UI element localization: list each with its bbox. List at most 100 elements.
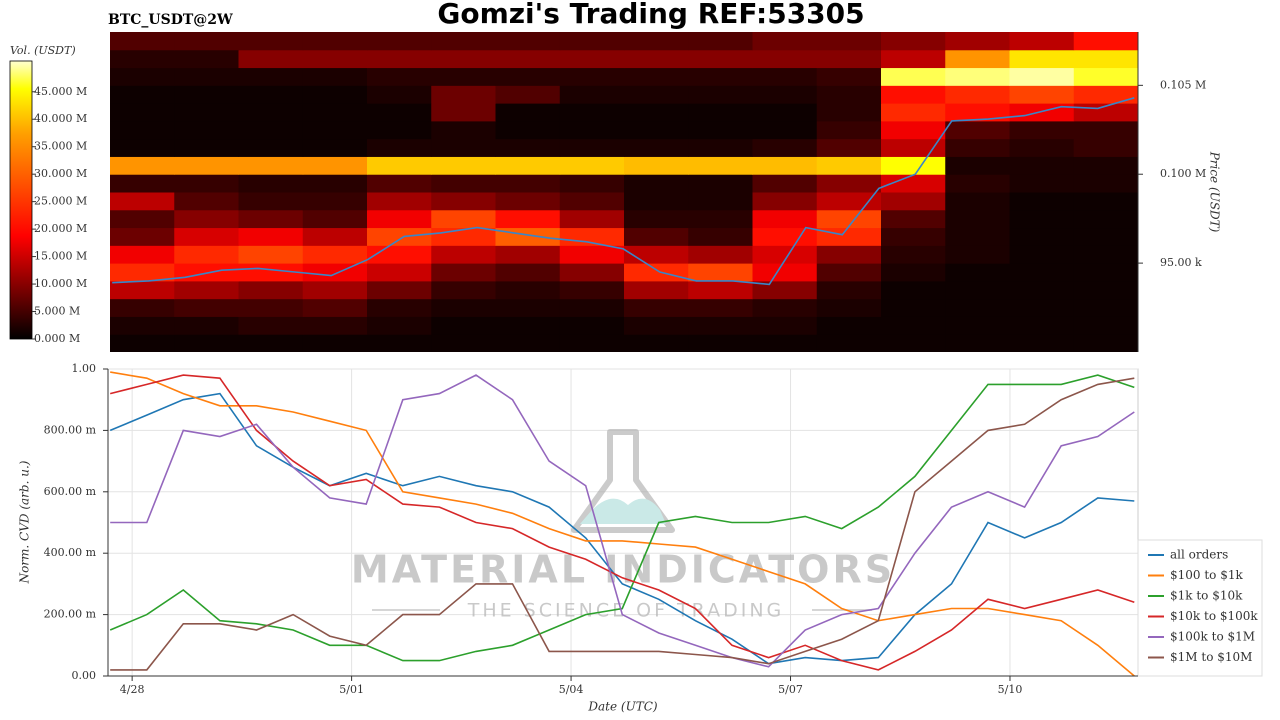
heat-cell bbox=[367, 209, 432, 229]
heat-cell bbox=[1073, 280, 1138, 300]
heat-cell bbox=[367, 85, 432, 104]
heat-cell bbox=[559, 334, 625, 352]
colorbar-tick-label: 15.000 M bbox=[34, 250, 87, 263]
legend-label: $100k to $1M bbox=[1170, 630, 1255, 644]
heat-cell bbox=[495, 120, 561, 140]
heat-cell bbox=[302, 120, 368, 140]
heat-cell bbox=[1073, 192, 1138, 211]
price-line bbox=[112, 97, 1135, 286]
heat-cell bbox=[945, 280, 1010, 300]
legend-label: $1M to $10M bbox=[1170, 650, 1252, 664]
heat-cell bbox=[559, 280, 625, 300]
heat-cell bbox=[238, 103, 304, 122]
heat-cell bbox=[495, 103, 561, 122]
heat-cell bbox=[816, 334, 882, 352]
heat-cell bbox=[881, 209, 946, 229]
heat-cell bbox=[174, 209, 239, 229]
heat-cell bbox=[752, 67, 818, 86]
heat-cell bbox=[945, 245, 1010, 264]
heat-cell bbox=[559, 32, 625, 51]
heat-cell bbox=[110, 227, 175, 246]
heat-cell bbox=[624, 174, 689, 193]
heat-cell bbox=[1009, 192, 1075, 211]
x-tick-label: 5/10 bbox=[998, 683, 1023, 696]
heat-cell bbox=[174, 32, 239, 51]
watermark bbox=[372, 429, 872, 611]
heat-cell bbox=[110, 316, 175, 335]
heat-cell bbox=[752, 32, 818, 51]
heat-cell bbox=[238, 280, 304, 300]
page-title: Gomzi's Trading REF:53305 bbox=[437, 0, 864, 30]
heat-cell bbox=[174, 120, 239, 140]
heat-cell bbox=[110, 138, 175, 157]
heat-cell bbox=[302, 32, 368, 51]
heat-cell bbox=[302, 138, 368, 157]
heat-cell bbox=[1009, 280, 1075, 300]
heat-cell bbox=[945, 49, 1010, 69]
heat-cell bbox=[688, 103, 753, 122]
heat-cell bbox=[559, 67, 625, 86]
heat-cell bbox=[495, 32, 561, 51]
heat-cell bbox=[238, 192, 304, 211]
heat-cell bbox=[495, 49, 561, 69]
price-tick-label: 0.105 M bbox=[1160, 78, 1206, 91]
heat-cell bbox=[624, 156, 689, 175]
heat-cell bbox=[174, 85, 239, 104]
heat-cell bbox=[174, 334, 239, 352]
heat-cell bbox=[495, 227, 561, 246]
heat-cell bbox=[110, 209, 175, 229]
heat-cell bbox=[110, 120, 175, 140]
heat-cell bbox=[559, 209, 625, 229]
heat-cell bbox=[431, 209, 496, 229]
heat-cell bbox=[1009, 138, 1075, 157]
heat-cell bbox=[367, 49, 432, 69]
heat-cell bbox=[559, 85, 625, 104]
heat-cell bbox=[1009, 227, 1075, 246]
x-axis-label: Date (UTC) bbox=[587, 700, 657, 714]
heat-cell bbox=[624, 32, 689, 51]
heat-cell bbox=[624, 280, 689, 300]
heat-cell bbox=[1073, 298, 1138, 317]
heat-cell bbox=[431, 138, 496, 157]
heat-cell bbox=[367, 316, 432, 335]
heat-cell bbox=[431, 280, 496, 300]
heat-cell bbox=[881, 156, 946, 175]
y-axis-label: Norm. CVD (arb. u.) bbox=[18, 460, 32, 584]
heat-cell bbox=[881, 316, 946, 335]
heat-cell bbox=[624, 334, 689, 352]
cvd-line bbox=[109, 374, 1135, 662]
heat-cell bbox=[688, 67, 753, 86]
price-tick-label: 95.00 k bbox=[1160, 256, 1202, 269]
colorbar-label: Vol. (USDT) bbox=[10, 44, 76, 57]
heat-cell bbox=[881, 49, 946, 69]
heat-cell bbox=[624, 298, 689, 317]
heat-cell bbox=[110, 280, 175, 300]
heat-cell bbox=[1009, 85, 1075, 104]
heat-cell bbox=[688, 120, 753, 140]
legend-box bbox=[1137, 539, 1263, 677]
heat-cell bbox=[945, 67, 1010, 86]
heat-cell bbox=[752, 334, 818, 352]
heat-cell bbox=[431, 298, 496, 317]
heat-cell bbox=[431, 120, 496, 140]
legend-label: $100 to $1k bbox=[1170, 568, 1243, 582]
heat-cell bbox=[1073, 334, 1138, 352]
heat-cell bbox=[174, 316, 239, 335]
heat-cell bbox=[816, 209, 882, 229]
heat-cell bbox=[1073, 156, 1138, 175]
heat-cell bbox=[495, 174, 561, 193]
heat-cell bbox=[110, 67, 175, 86]
heat-cell bbox=[431, 192, 496, 211]
cvd-line bbox=[110, 374, 1135, 668]
heat-cell bbox=[688, 192, 753, 211]
heat-cell bbox=[110, 49, 175, 69]
heat-cell bbox=[1009, 316, 1075, 335]
heat-cell bbox=[945, 227, 1010, 246]
heat-cell bbox=[881, 263, 946, 282]
heat-cell bbox=[302, 67, 368, 86]
heat-cell bbox=[174, 103, 239, 122]
heat-cell bbox=[302, 334, 368, 352]
heat-cell bbox=[881, 67, 946, 86]
heat-cell bbox=[688, 85, 753, 104]
heat-cell bbox=[881, 103, 946, 122]
